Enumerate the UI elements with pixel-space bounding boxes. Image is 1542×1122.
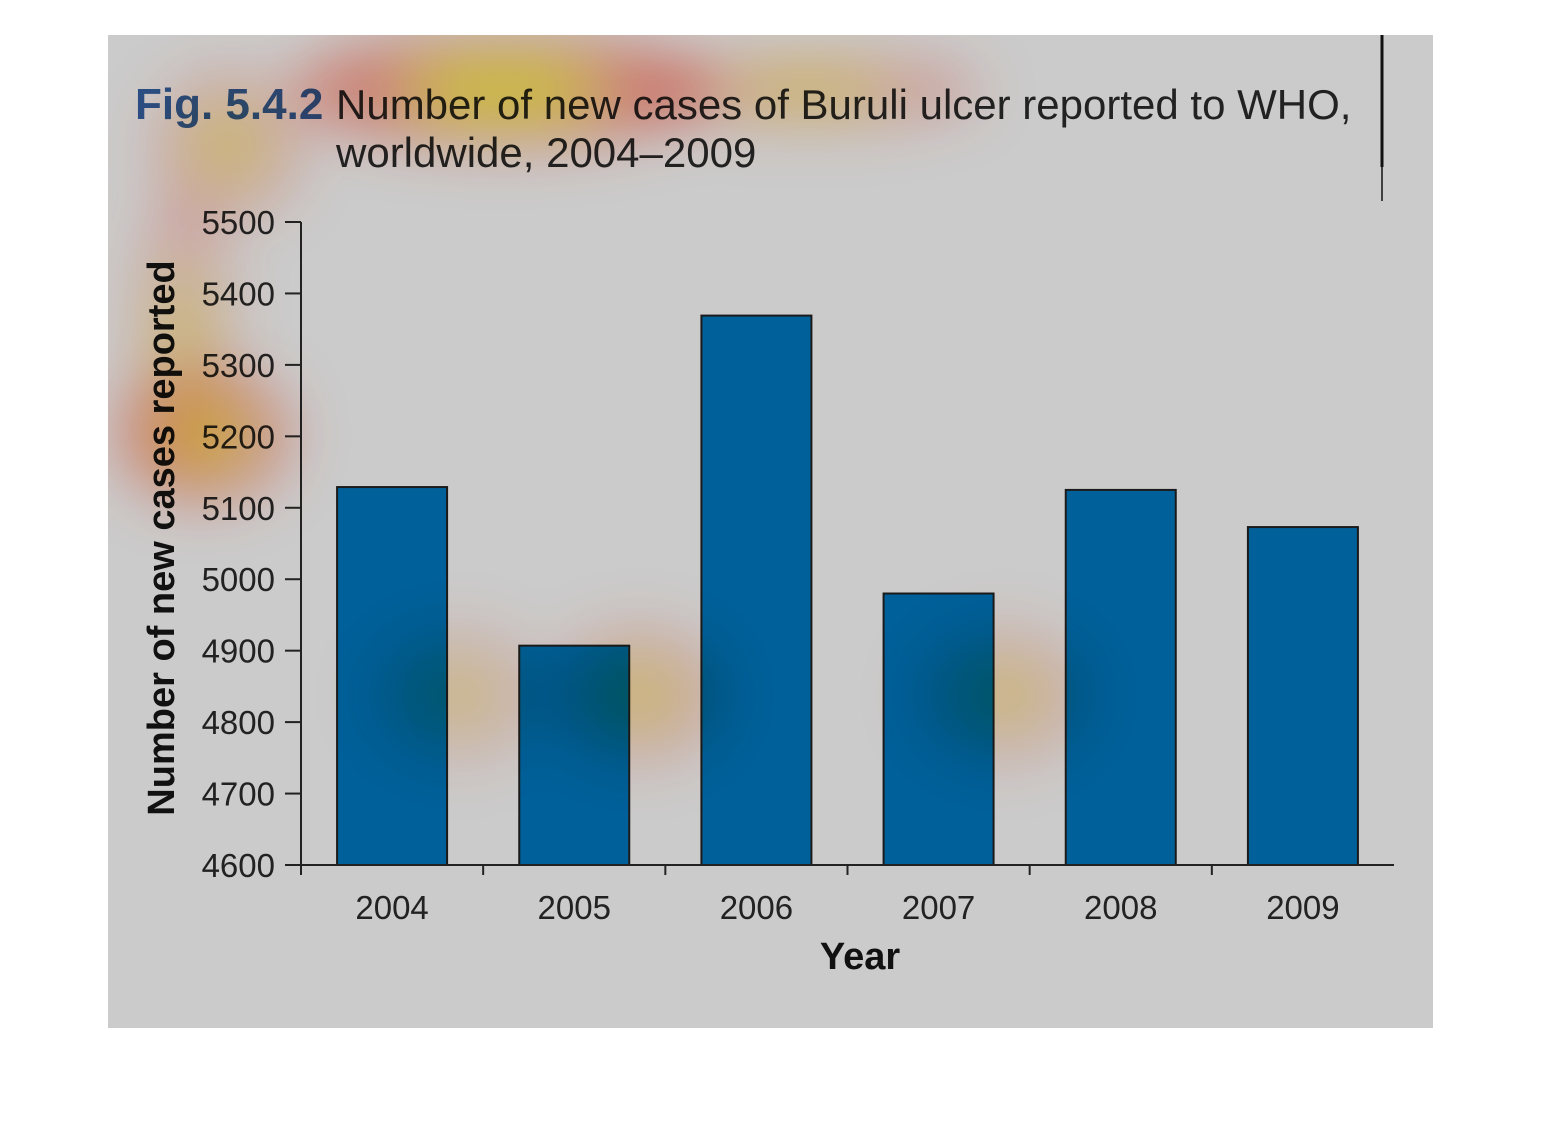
y-tick-label-5000: 5000 <box>202 561 275 598</box>
x-tick-label-2005: 2005 <box>538 889 611 926</box>
heat-bar-2004-core <box>418 664 496 726</box>
bars <box>336 314 1359 866</box>
x-tick-label-2008: 2008 <box>1084 889 1157 926</box>
heat-bar-2007-core <box>965 664 1043 726</box>
heat-bar-2005-core <box>600 664 678 726</box>
y-tick-label-4900: 4900 <box>202 633 275 670</box>
heat-title-core <box>409 65 597 115</box>
heat-title-left-core <box>195 112 261 178</box>
attention-heatmap-overlay <box>115 35 1092 764</box>
y-tick-label-4600: 4600 <box>202 847 275 884</box>
bar-2009 <box>1246 526 1359 866</box>
x-tick-label-2004: 2004 <box>355 889 428 926</box>
axes <box>300 222 1394 875</box>
heat-y-axis-strip-core <box>161 269 205 401</box>
heat-title-right-core <box>731 73 885 107</box>
y-tick-label-4800: 4800 <box>202 704 275 741</box>
figure-panel: Fig. 5.4.2 Number of new cases of Buruli… <box>108 35 1433 1028</box>
x-axis-ticks: 2004 2005 2006 2007 2008 2009 <box>355 865 1340 926</box>
bar-chart: Fig. 5.4.2 Number of new cases of Buruli… <box>115 35 1394 978</box>
x-tick-label-2009: 2009 <box>1266 889 1339 926</box>
bar-2006 <box>700 314 813 866</box>
x-axis-title: Year <box>820 936 901 978</box>
x-tick-label-2006: 2006 <box>720 889 793 926</box>
x-tick-label-2007: 2007 <box>902 889 975 926</box>
y-tick-label-4700: 4700 <box>202 776 275 813</box>
